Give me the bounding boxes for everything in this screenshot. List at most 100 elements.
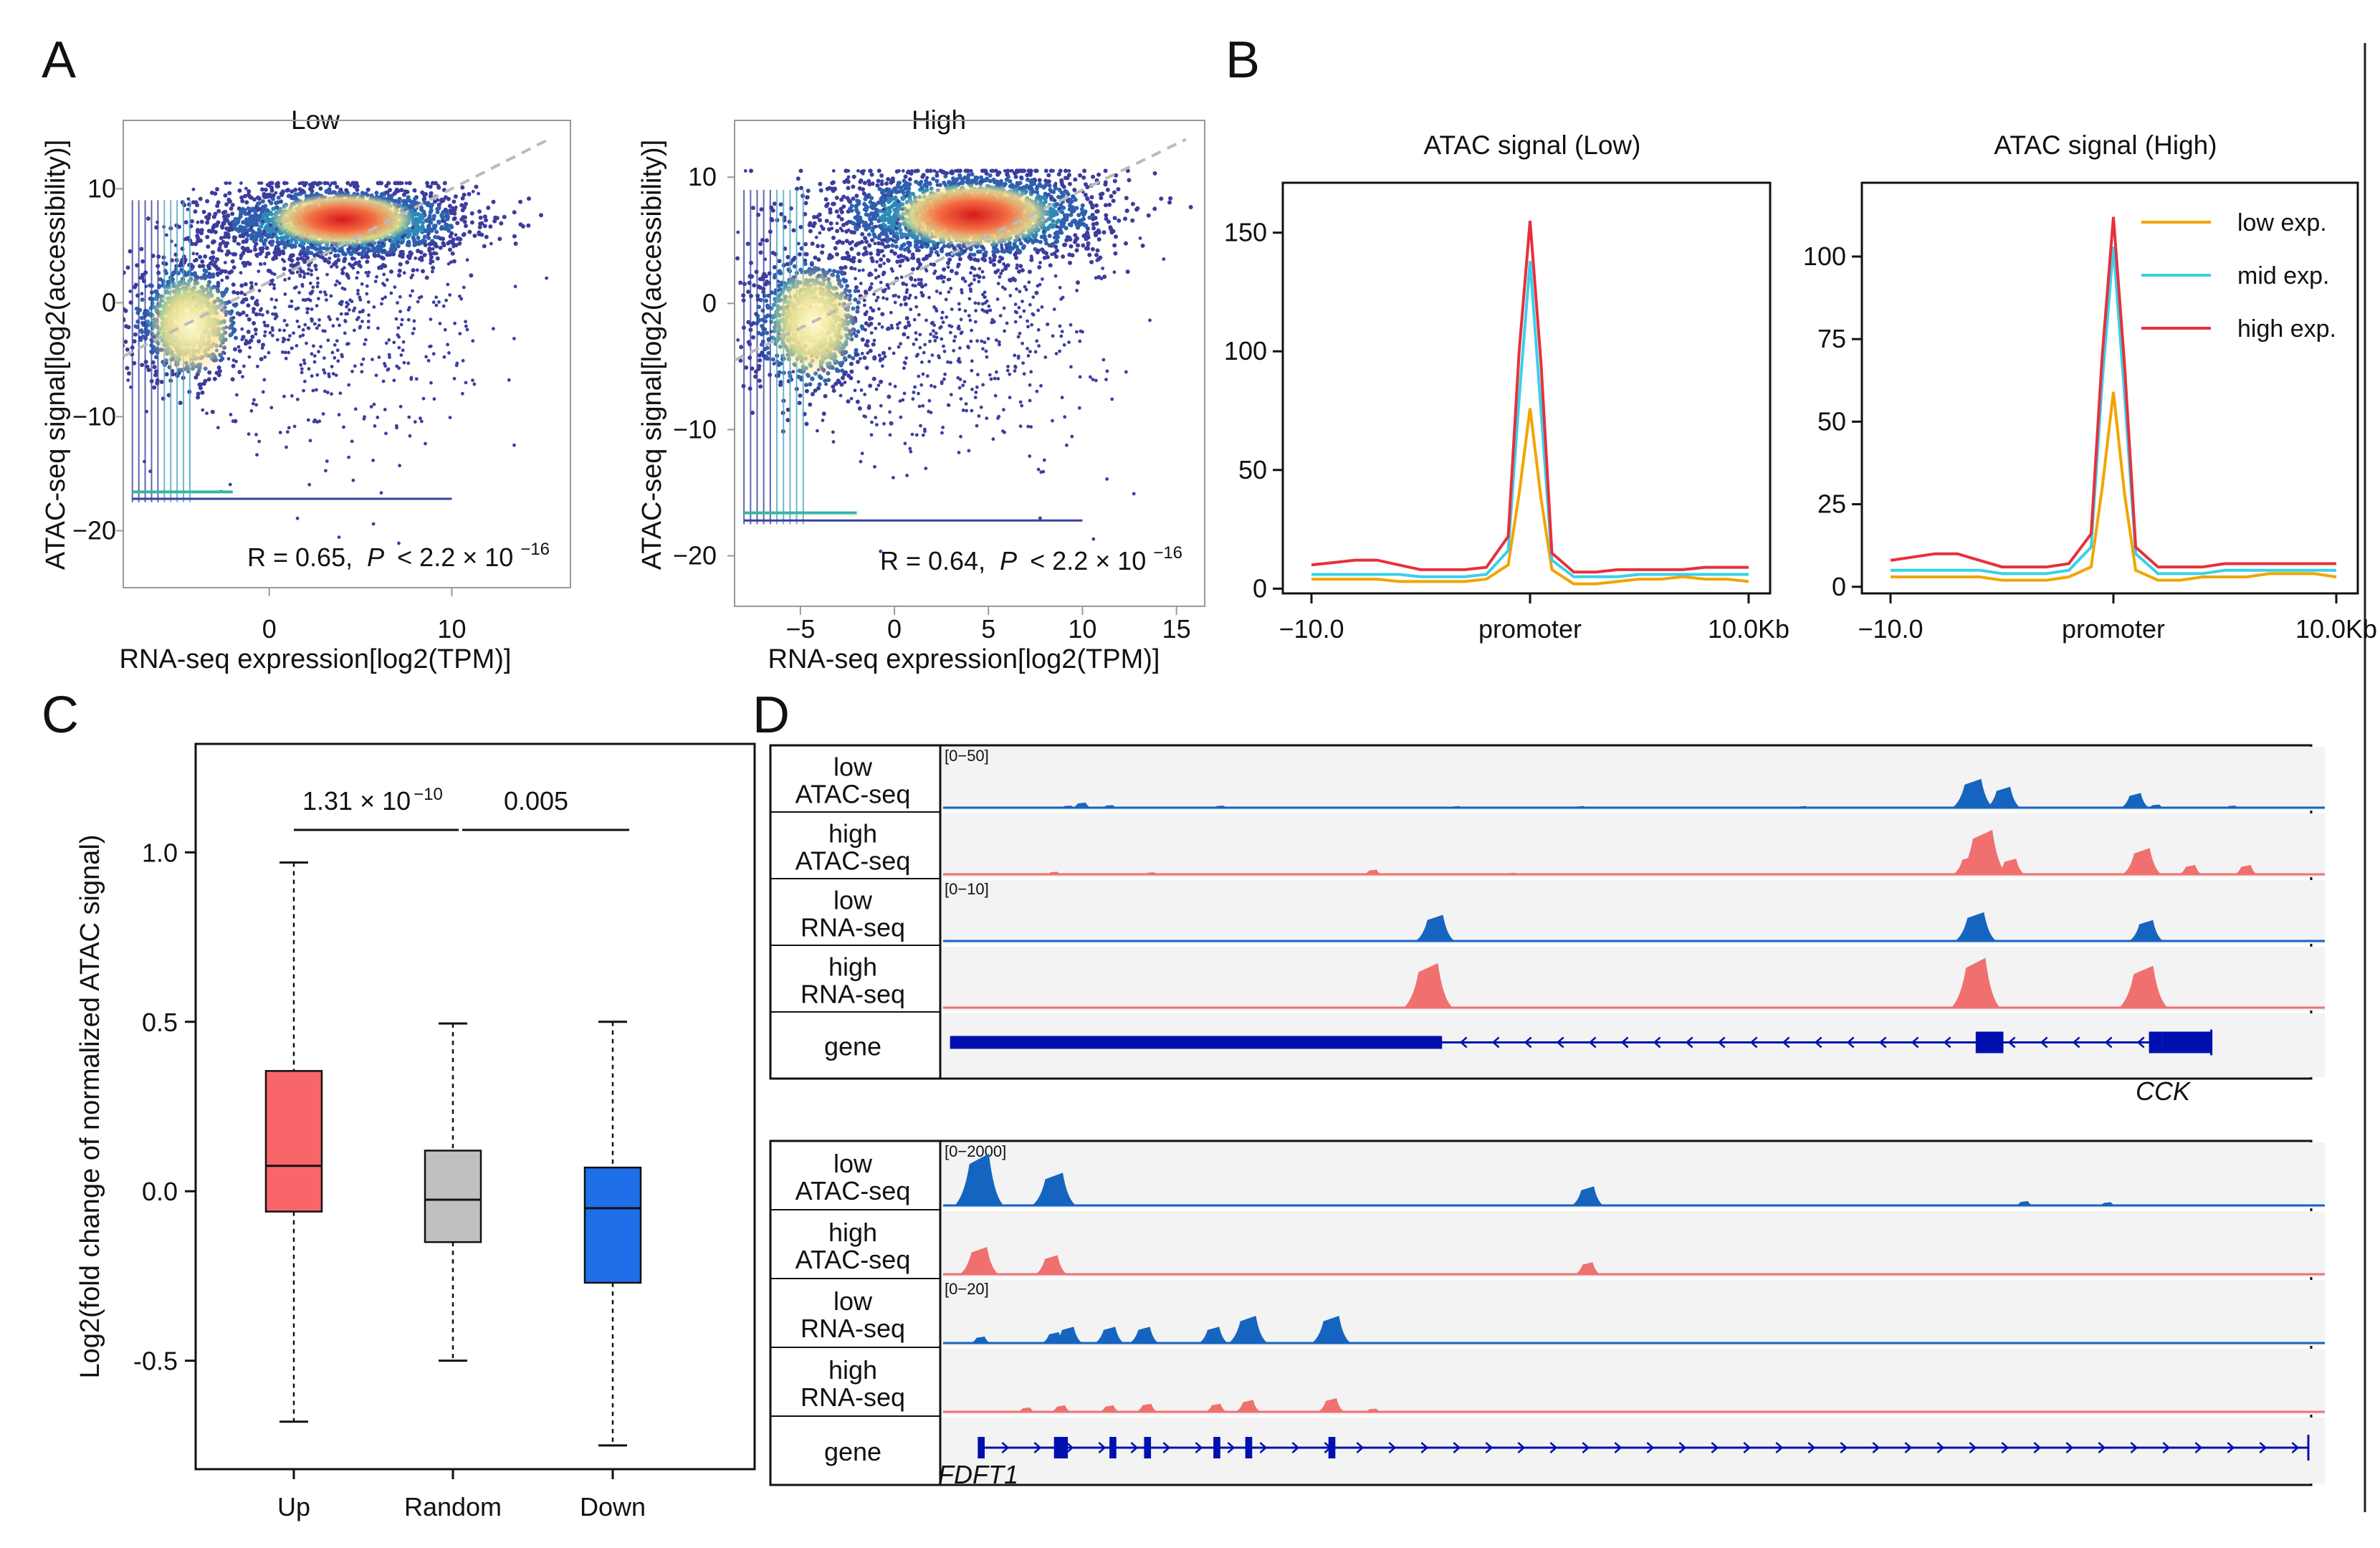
scatter-point — [279, 200, 282, 204]
scatter-point — [372, 252, 377, 257]
scatter-point — [406, 317, 411, 322]
scatter-point — [334, 260, 338, 264]
scatter-point — [201, 408, 205, 412]
scatter-point — [401, 348, 405, 353]
scatter-point — [464, 324, 468, 328]
scatter-point — [386, 191, 390, 195]
scatter-point — [410, 252, 414, 256]
scatter-point — [422, 234, 427, 239]
scatter-point — [257, 181, 261, 185]
scatter-point — [216, 209, 221, 214]
scatter-point — [482, 214, 487, 219]
scatter-point — [246, 330, 251, 334]
scatter-point — [249, 195, 254, 200]
scatter-point — [223, 193, 228, 198]
scatter-point — [317, 249, 322, 254]
scatter-point — [270, 239, 275, 244]
scatter-point — [1055, 239, 1060, 244]
scatter-point — [399, 188, 404, 193]
scatter-point — [903, 174, 908, 179]
scatter-point — [461, 232, 466, 237]
scatter-point — [249, 408, 254, 413]
scatter-low-stat: R = 0.65, P < 2.2 × 10 −16 — [247, 540, 550, 572]
scatter-point — [206, 244, 211, 249]
scatter-point — [311, 285, 315, 290]
scatter-point — [428, 227, 433, 232]
scatter-point — [310, 374, 314, 378]
scatter-point — [464, 224, 468, 229]
scatter-point — [367, 313, 371, 317]
scatter-point — [244, 224, 249, 228]
scatter-point — [132, 360, 137, 366]
scatter-point — [398, 295, 402, 299]
scatter-point — [954, 271, 959, 276]
scatter-point — [240, 300, 244, 305]
scatter-point — [429, 202, 434, 207]
scatter-point — [231, 358, 236, 362]
scatter-point — [435, 206, 440, 211]
scatter-point — [454, 205, 458, 209]
scatter-point — [353, 407, 358, 411]
scatter-point — [239, 283, 244, 288]
scatter-point — [289, 194, 293, 198]
scatter-point — [384, 341, 388, 345]
scatter-point — [153, 373, 158, 378]
scatter-point — [365, 259, 370, 264]
scatter-point — [218, 246, 222, 249]
scatter-point — [165, 233, 168, 237]
scatter-point — [749, 168, 753, 173]
scatter-point — [383, 264, 388, 269]
scatter-point — [285, 181, 289, 185]
scatter-point — [263, 334, 267, 338]
scatter-point — [232, 235, 236, 239]
scatter-point — [393, 285, 397, 289]
scatter-point — [379, 181, 384, 186]
scatter-point — [1047, 234, 1052, 239]
scatter-point — [398, 253, 403, 258]
scatter-point — [152, 385, 157, 390]
scatter-point — [186, 197, 191, 201]
scatter-point — [285, 323, 289, 327]
scatter-point — [228, 181, 232, 185]
scatter-point — [252, 239, 257, 244]
scatter-point — [455, 221, 460, 226]
scatter-point — [351, 478, 355, 482]
scatter-point — [397, 268, 402, 273]
scatter-point — [1081, 217, 1086, 222]
scatter-point — [420, 190, 425, 195]
scatter-point — [380, 266, 383, 270]
scatter-point — [1102, 274, 1107, 280]
scatter-point — [266, 268, 271, 273]
scatter-point — [340, 271, 345, 275]
scatter-point — [431, 259, 435, 264]
scatter-point — [190, 264, 195, 269]
scatter-point — [398, 404, 403, 408]
scatter-point — [439, 197, 444, 202]
scatter-point — [244, 186, 248, 191]
scatter-point — [1112, 190, 1117, 195]
scatter-point — [242, 364, 246, 368]
scatter-point — [257, 312, 262, 316]
scatter-point — [325, 459, 329, 463]
scatter-point — [451, 244, 456, 249]
scatter-point — [461, 358, 465, 363]
scatter-point — [419, 295, 424, 299]
scatter-point — [252, 321, 257, 325]
scatter-point — [227, 199, 232, 204]
scatter-point — [446, 282, 450, 287]
scatter-point — [489, 242, 493, 246]
scatter-point — [366, 320, 371, 323]
scatter-point — [458, 332, 462, 335]
scatter-point — [255, 453, 259, 457]
scatter-point — [322, 368, 325, 372]
scatter-point — [123, 297, 124, 299]
scatter-point — [1107, 219, 1111, 224]
scatter-point — [464, 381, 468, 385]
scatter-point — [242, 310, 246, 315]
scatter-point — [384, 431, 388, 436]
scatter-point — [295, 261, 300, 266]
scatter-point — [316, 281, 320, 285]
scatter-point — [310, 291, 313, 295]
scatter-point — [405, 198, 410, 203]
scatter-point — [397, 345, 401, 350]
